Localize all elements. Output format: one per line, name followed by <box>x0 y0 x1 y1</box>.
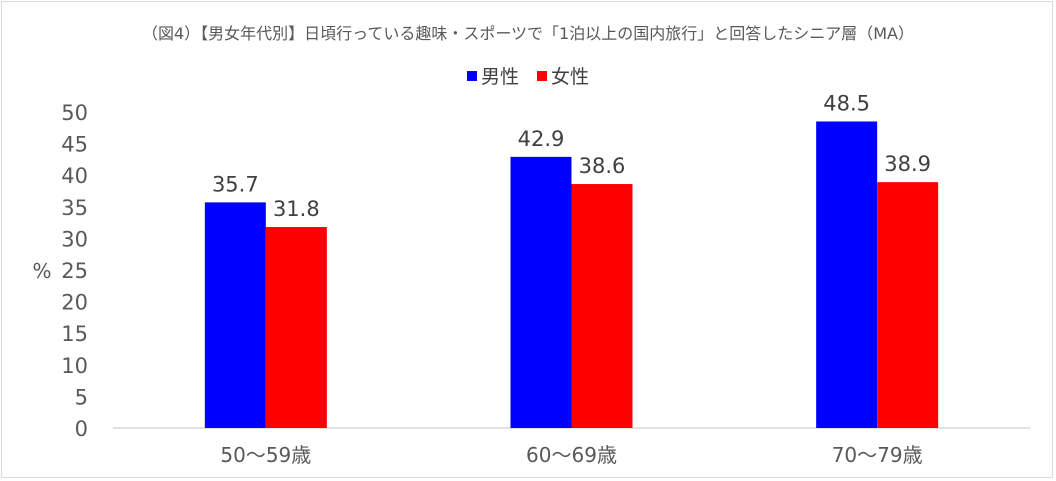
data-label: 35.7 <box>212 172 259 196</box>
data-label: 38.6 <box>579 154 626 178</box>
legend-item-male: 男性 <box>466 62 519 89</box>
legend-label-female: 女性 <box>551 66 590 88</box>
y-tick-label: 35 <box>61 196 88 220</box>
bar-male <box>510 156 572 428</box>
data-label: 48.5 <box>823 91 870 115</box>
y-tick-label: 15 <box>61 322 88 346</box>
y-axis-label: % <box>32 259 51 283</box>
legend-swatch-male <box>466 70 477 81</box>
y-tick-label: 40 <box>61 164 88 188</box>
data-label: 42.9 <box>518 127 565 151</box>
chart-title: （図4）【男女年代別】日頃行っている趣味・スポーツで「1泊以上の国内旅行」と回答… <box>142 24 914 43</box>
bar-male <box>816 121 878 428</box>
legend-swatch-female <box>537 70 547 81</box>
x-tick-label: 70～79歳 <box>832 443 923 467</box>
chart-legend: 男性 女性 <box>0 62 1056 89</box>
legend-item-female: 女性 <box>537 62 589 89</box>
y-tick-label: 45 <box>61 133 88 157</box>
y-tick-label: 5 <box>75 385 88 409</box>
y-tick-label: 25 <box>61 259 88 283</box>
y-tick-label: 10 <box>61 354 88 378</box>
y-tick-label: 30 <box>61 227 88 251</box>
x-tick-label: 50～59歳 <box>220 443 311 467</box>
y-tick-label: 20 <box>61 291 88 315</box>
bar-female <box>265 227 327 428</box>
data-label: 38.9 <box>884 152 931 176</box>
y-tick-label: 0 <box>75 417 88 441</box>
bar-male <box>204 202 266 428</box>
bar-female <box>877 182 939 428</box>
legend-label-male: 男性 <box>480 66 519 88</box>
data-label: 31.8 <box>273 197 320 221</box>
bar-female <box>571 184 633 428</box>
y-tick-label: 50 <box>61 101 88 125</box>
x-tick-label: 60～69歳 <box>526 443 617 467</box>
